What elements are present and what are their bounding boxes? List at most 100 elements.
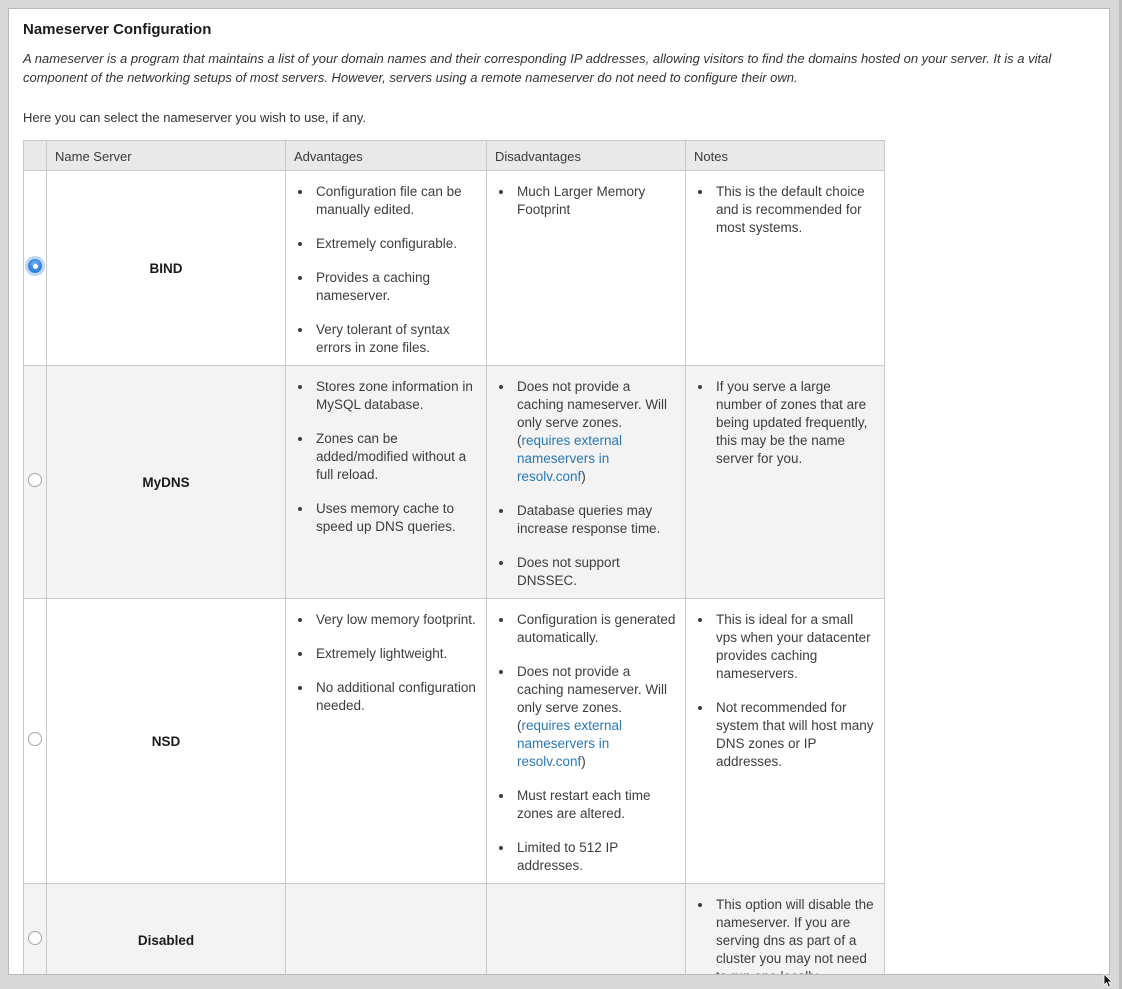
mydns-advantages-cell: Stores zone information in MySQL databas… [285,365,487,599]
column-header-name-server: Name Server [46,140,286,171]
nsd-notes-cell: This is ideal for a small vps when your … [685,598,885,884]
page-instruction: Here you can select the nameserver you w… [23,110,366,125]
resolv-conf-link[interactable]: requires external nameservers in resolv.… [517,718,623,769]
item-text: Stores zone information in MySQL databas… [316,379,473,412]
page-description: A nameserver is a program that maintains… [23,51,1052,85]
item-text: No additional configuration needed. [316,680,476,713]
list-item: Does not provide a caching nameserver. W… [514,378,677,486]
item-text: Very tolerant of syntax errors in zone f… [316,322,450,355]
list-item: No additional configuration needed. [313,679,478,715]
item-text: Uses memory cache to speed up DNS querie… [316,501,456,534]
nameserver-row-mydns: MyDNS Stores zone information in MySQL da… [23,365,885,599]
nameserver-radio-mydns[interactable] [28,472,42,487]
item-text: This is ideal for a small vps when your … [716,612,871,681]
item-text: Extremely configurable. [316,236,458,251]
list-item: This is ideal for a small vps when your … [713,611,876,683]
nameserver-radio-nsd[interactable] [28,731,42,746]
notes-list: This option will disable the nameserver.… [694,896,876,974]
nameserver-row-bind: BIND Configuration file can be manually e… [23,170,885,366]
item-text: Does not provide a caching nameserver. W… [517,379,668,448]
item-text: Not recommended for system that will hos… [716,700,874,769]
nameserver-name-disabled: Disabled [46,883,286,974]
list-item: Must restart each time zones are altered… [514,787,677,823]
item-text: Does not provide a caching nameserver. W… [517,664,668,733]
disabled-disadvantages-cell [486,883,686,974]
mydns-disadvantages-cell: Does not provide a caching nameserver. W… [486,365,686,599]
notes-list: This is ideal for a small vps when your … [694,611,876,771]
item-text: Limited to 512 IP addresses. [517,840,619,873]
item-text: Configuration is generated automatically… [517,612,676,645]
list-item: Zones can be added/modified without a fu… [313,430,478,484]
mydns-radio-cell [23,365,47,599]
nameserver-radio-bind[interactable] [28,258,42,273]
nameserver-row-nsd: NSD Very low memory footprint. Extremely l… [23,598,885,884]
list-item: Stores zone information in MySQL databas… [313,378,478,414]
item-text: Provides a caching nameserver. [316,270,431,303]
bind-radio-cell [23,170,47,366]
item-text: ) [581,754,586,769]
item-text: This is the default choice and is recomm… [716,184,865,235]
advantages-list: Very low memory footprint. Extremely ligh… [294,611,478,715]
list-item: Uses memory cache to speed up DNS querie… [313,500,478,536]
window-edge [1119,0,1122,989]
disabled-notes-cell: This option will disable the nameserver.… [685,883,885,974]
resolv-conf-link[interactable]: requires external nameservers in resolv.… [517,433,623,484]
nameserver-name-nsd: NSD [46,598,286,884]
item-text: Configuration file can be manually edite… [316,184,462,217]
notes-list: If you serve a large number of zones tha… [694,378,876,468]
item-text: This option will disable the nameserver.… [716,897,874,974]
item-text: ) [581,469,586,484]
list-item: Provides a caching nameserver. [313,269,478,305]
disadvantages-list: Much Larger Memory Footprint [495,183,677,219]
nsd-disadvantages-cell: Configuration is generated automatically… [486,598,686,884]
notes-list: This is the default choice and is recomm… [694,183,876,237]
content-panel: Nameserver Configuration A nameserver is… [8,8,1110,975]
mydns-notes-cell: If you serve a large number of zones tha… [685,365,885,599]
item-text: Extremely lightweight. [316,646,448,661]
item-text: Does not support DNSSEC. [517,555,620,588]
nsd-advantages-cell: Very low memory footprint. Extremely ligh… [285,598,487,884]
item-text: If you serve a large number of zones tha… [716,379,868,466]
list-item: Database queries may increase response t… [514,502,677,538]
disabled-advantages-cell [285,883,487,974]
advantages-list: Stores zone information in MySQL databas… [294,378,478,536]
item-text: Zones can be added/modified without a fu… [316,431,467,482]
list-item: Extremely configurable. [313,235,478,253]
disabled-radio-cell [23,883,47,974]
table-header-row: Name Server Advantages Disadvantages Notes [23,140,885,171]
nameserver-row-disabled: Disabled This option will disable the nam… [23,883,885,974]
list-item: If you serve a large number of zones tha… [713,378,876,468]
nameserver-name-mydns: MyDNS [46,365,286,599]
list-item: Does not support DNSSEC. [514,554,677,590]
advantages-list: Configuration file can be manually edite… [294,183,478,357]
list-item: Configuration is generated automatically… [514,611,677,647]
nameserver-radio-disabled[interactable] [28,931,42,945]
bind-notes-cell: This is the default choice and is recomm… [685,170,885,366]
disadvantages-list: Configuration is generated automatically… [495,611,677,875]
bind-disadvantages-cell: Much Larger Memory Footprint [486,170,686,366]
column-header-notes: Notes [685,140,885,171]
list-item: Much Larger Memory Footprint [514,183,677,219]
list-item: Not recommended for system that will hos… [713,699,876,771]
page-title: Nameserver Configuration [23,21,212,38]
list-item: Configuration file can be manually edite… [313,183,478,219]
list-item: This is the default choice and is recomm… [713,183,876,237]
nsd-radio-cell [23,598,47,884]
list-item: Very low memory footprint. [313,611,478,629]
nameserver-table: Name Server Advantages Disadvantages Notes … [23,140,885,974]
item-text: Much Larger Memory Footprint [517,184,646,217]
mouse-cursor [1103,974,1113,988]
disadvantages-list: Does not provide a caching nameserver. W… [495,378,677,590]
item-text: Must restart each time zones are altered… [517,788,651,821]
nameserver-name-bind: BIND [46,170,286,366]
item-text: Very low memory footprint. [316,612,476,627]
list-item: Extremely lightweight. [313,645,478,663]
list-item: Limited to 512 IP addresses. [514,839,677,875]
item-text: Database queries may increase response t… [517,503,661,536]
list-item: This option will disable the nameserver.… [713,896,876,974]
bind-advantages-cell: Configuration file can be manually edite… [285,170,487,366]
column-header-advantages: Advantages [285,140,487,171]
list-item: Does not provide a caching nameserver. W… [514,663,677,771]
column-header-radio [23,140,47,171]
list-item: Very tolerant of syntax errors in zone f… [313,321,478,357]
